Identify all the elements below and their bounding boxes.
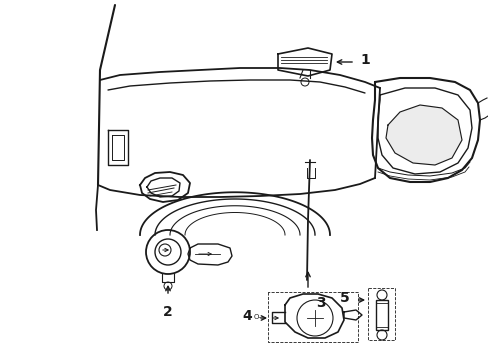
Text: 1: 1: [359, 53, 369, 67]
Text: 3: 3: [315, 296, 325, 310]
Text: 5: 5: [340, 291, 349, 305]
Text: 4: 4: [242, 309, 251, 323]
Text: O-: O-: [253, 314, 262, 320]
Polygon shape: [385, 105, 461, 165]
Text: 2: 2: [163, 305, 173, 319]
